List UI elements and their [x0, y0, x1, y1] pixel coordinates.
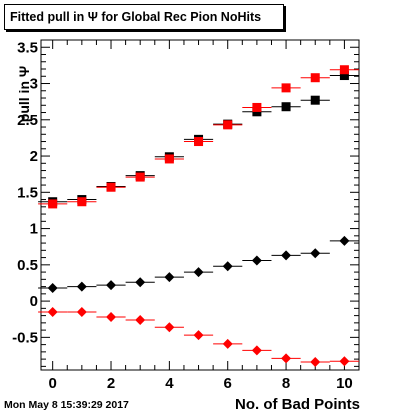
- x-axis-label: No. of Bad Points: [235, 396, 360, 413]
- data-point-diamond: [164, 272, 175, 283]
- data-point-square: [339, 71, 349, 81]
- data-point-square: [48, 199, 58, 209]
- data-point-diamond: [164, 322, 175, 333]
- y-tick-label: 3.5: [17, 39, 38, 56]
- x-tick-label: 8: [282, 375, 290, 392]
- data-point-diamond: [47, 306, 58, 317]
- data-point-diamond: [106, 280, 117, 291]
- data-point-diamond: [251, 255, 262, 266]
- data-point-diamond: [281, 353, 292, 364]
- axis-ticks: 0 2 4 6 8 10 -0.5 0 0.5 1 1.5 2 2.5 3 3.5: [12, 39, 360, 392]
- data-marks: [38, 65, 359, 368]
- data-point-diamond: [106, 312, 117, 323]
- y-tick-label: 3: [30, 76, 38, 93]
- x-tick-label: 4: [165, 375, 174, 392]
- data-point-diamond: [310, 248, 321, 259]
- y-tick-label: 2: [30, 148, 38, 165]
- timestamp: Mon May 8 15:39:29 2017: [4, 399, 129, 411]
- data-point-diamond: [76, 306, 87, 317]
- data-point-square: [281, 83, 291, 93]
- data-point-diamond: [76, 281, 87, 292]
- data-point-diamond: [251, 345, 262, 356]
- y-tick-label: 0.5: [17, 257, 38, 274]
- data-point-square: [164, 154, 174, 164]
- data-point-diamond: [222, 338, 233, 349]
- data-point-diamond: [47, 283, 58, 294]
- y-axis-label: pull in Ψ: [16, 65, 32, 123]
- y-tick-label: -0.5: [12, 329, 38, 346]
- y-tick-label: 0: [30, 293, 38, 310]
- plot-frame: [40, 39, 360, 371]
- data-point-square: [77, 197, 87, 207]
- data-point-diamond: [222, 261, 233, 272]
- data-point-diamond: [193, 267, 204, 278]
- data-point-square: [106, 182, 116, 192]
- data-point-diamond: [310, 357, 321, 368]
- x-tick-label: 6: [224, 375, 232, 392]
- data-point-square: [339, 65, 349, 75]
- y-tick-label: 1.5: [17, 184, 38, 201]
- y-tick-label: 2.5: [17, 112, 38, 129]
- x-tick-label: 10: [336, 375, 353, 392]
- x-tick-label: 2: [107, 375, 115, 392]
- data-point-square: [135, 172, 145, 182]
- data-point-square: [310, 73, 320, 83]
- data-point-diamond: [339, 235, 350, 246]
- data-point-diamond: [193, 330, 204, 341]
- x-tick-label: 0: [48, 375, 56, 392]
- data-point-diamond: [339, 356, 350, 367]
- data-point-square: [310, 95, 320, 105]
- data-point-diamond: [281, 250, 292, 261]
- data-point-diamond: [135, 314, 146, 325]
- chart-title: Fitted pull in Ψ for Global Rec Pion NoH…: [4, 4, 284, 30]
- data-point-square: [281, 102, 291, 112]
- data-point-square: [223, 120, 233, 130]
- data-point-square: [194, 137, 204, 147]
- y-tick-label: 1: [30, 221, 38, 238]
- data-point-diamond: [135, 277, 146, 288]
- data-point-square: [252, 102, 262, 112]
